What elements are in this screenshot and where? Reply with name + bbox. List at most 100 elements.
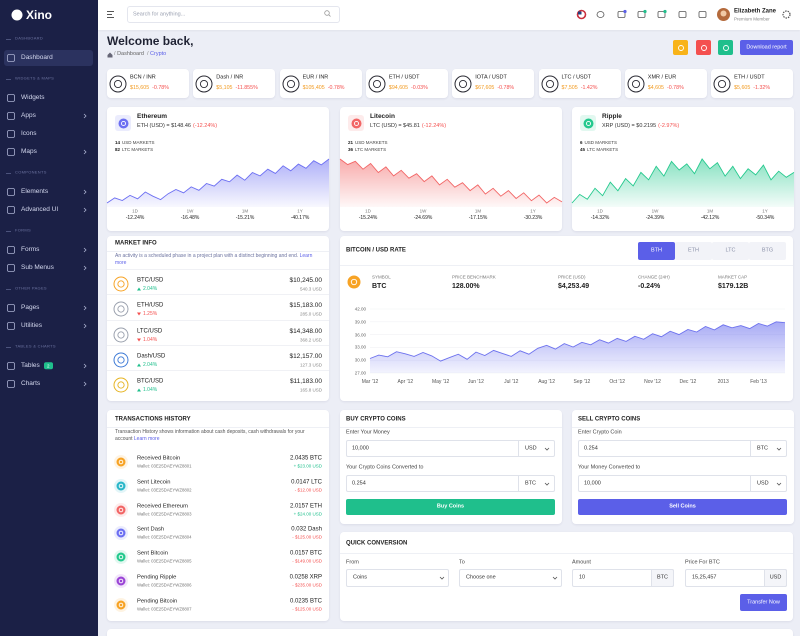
- transfer-button[interactable]: [740, 594, 787, 611]
- ticker-change: -0.78%: [327, 85, 345, 91]
- sell-button[interactable]: [578, 499, 787, 515]
- sidebar-item[interactable]: Elements: [21, 188, 49, 196]
- coin-icon: [113, 377, 129, 393]
- coin-quote-text: ETH (USD) = $148.46: [137, 122, 191, 129]
- rate-tab[interactable]: [638, 242, 675, 260]
- input[interactable]: [578, 440, 787, 457]
- period-change: -12.24%: [125, 215, 145, 221]
- button-icon: [722, 44, 729, 51]
- chevron: [776, 482, 782, 486]
- market-volume: 127.3 USD: [299, 362, 322, 368]
- period-label: 1Y: [530, 208, 536, 214]
- stat-value: -0.24%: [638, 282, 661, 290]
- input-value: Coins: [353, 574, 368, 581]
- header-icon[interactable]: [637, 9, 647, 19]
- sidebar-item[interactable]: Dashboard: [21, 54, 53, 62]
- chevron-path: [83, 381, 87, 387]
- header-icon[interactable]: [678, 10, 687, 19]
- sidebar-item[interactable]: Pages: [21, 304, 40, 312]
- chevron-path: [552, 576, 558, 580]
- sidebar: [0, 0, 98, 636]
- coin-quote: XRP (USD) = $0.2195 (-2.97%): [602, 123, 782, 131]
- coin-ring: [11, 9, 23, 21]
- coin-glyph: [118, 554, 124, 560]
- coin-icon: [195, 75, 213, 92]
- ticker-values: $4,605 -0.78%: [648, 85, 706, 93]
- sidebar-item[interactable]: Sub Menus: [21, 264, 54, 272]
- buy-button[interactable]: [346, 499, 555, 515]
- market-volume: 285.0 USD: [299, 311, 322, 317]
- coin-glyph: [117, 356, 125, 364]
- tx-wallet: Wallet: 03E25DAEYWZ8806: [137, 582, 192, 588]
- field-label: To: [459, 559, 465, 566]
- coin-glyph: [118, 578, 124, 584]
- unit-select[interactable]: USD: [757, 480, 769, 487]
- user-name: Elizabeth Zane: [734, 8, 777, 15]
- y-tick-label: 36.00: [354, 331, 366, 337]
- coin-glyph: [117, 280, 125, 288]
- coin-ring: [282, 75, 300, 92]
- ticker-change: -0.78%: [667, 85, 684, 91]
- card-title: TRANSACTIONS HISTORY: [115, 416, 191, 423]
- addon-label: BTC: [657, 574, 668, 581]
- input[interactable]: [346, 569, 449, 587]
- period-label: 1Y: [297, 208, 303, 214]
- section-rule: [6, 173, 11, 174]
- rate-tab[interactable]: [675, 242, 712, 260]
- sidebar-item[interactable]: Icons: [21, 130, 37, 138]
- rate-tab[interactable]: [749, 242, 786, 260]
- action-button[interactable]: [673, 40, 688, 55]
- unit-select[interactable]: BTC: [525, 480, 536, 487]
- header-icon[interactable]: [657, 9, 667, 19]
- stat-value: 128.00%: [452, 282, 480, 290]
- header-icon[interactable]: [698, 10, 707, 19]
- menu-icon-shape: [7, 380, 15, 388]
- ticker-price: $94,605: [388, 85, 409, 91]
- settings-icon[interactable]: [782, 10, 791, 19]
- x-tick-label: Apr '12: [397, 379, 414, 385]
- ticker-values: $15,605 -0.78%: [130, 85, 188, 93]
- coin-icon: [113, 327, 129, 343]
- input[interactable]: [578, 475, 787, 492]
- coin-glyph: [118, 531, 124, 536]
- market-description: An activity is a scheduled phase in a pr…: [115, 253, 320, 267]
- chevron: [544, 447, 550, 451]
- tx-usd: - $125.00 USD: [292, 534, 322, 540]
- unit-select[interactable]: USD: [525, 445, 537, 452]
- header-icon[interactable]: [576, 9, 587, 20]
- input[interactable]: [459, 569, 562, 587]
- action-button[interactable]: [696, 40, 711, 55]
- input[interactable]: [346, 440, 555, 457]
- coin-ring: [116, 457, 126, 467]
- sidebar-item[interactable]: Maps: [21, 148, 37, 156]
- tx-name: Sent Litecoin: [137, 479, 171, 486]
- sidebar-item[interactable]: Advanced UI: [21, 206, 59, 214]
- input[interactable]: [346, 475, 555, 492]
- sidebar-item[interactable]: Widgets: [21, 94, 45, 102]
- sidebar-section-title: WIDGETS & MAPS: [15, 75, 55, 81]
- coin-ring: [627, 75, 645, 92]
- sidebar-item[interactable]: Utilities: [21, 322, 42, 330]
- rule: [6, 39, 11, 40]
- download-button[interactable]: [740, 40, 793, 55]
- market-label: LTC MARKETS: [355, 147, 387, 152]
- sidebar-item[interactable]: Charts: [21, 380, 41, 388]
- sidebar-item[interactable]: Apps: [21, 112, 36, 120]
- search-box[interactable]: [127, 6, 340, 23]
- arrow: [137, 363, 141, 367]
- download-label: Download report: [746, 44, 787, 51]
- sidebar-item[interactable]: Forms: [21, 246, 40, 254]
- header-icon[interactable]: [596, 10, 605, 19]
- arrow: [137, 388, 141, 392]
- rate-tab[interactable]: [712, 242, 749, 260]
- icon-shape: [657, 11, 666, 18]
- input-separator: [750, 475, 751, 492]
- chevron-path: [776, 482, 782, 486]
- header-icon[interactable]: [617, 9, 627, 19]
- sidebar-item[interactable]: Tables: [21, 362, 40, 370]
- action-button[interactable]: [718, 40, 733, 55]
- coin-card: [107, 107, 329, 231]
- tx-usd: - $235.00 USD: [292, 582, 322, 588]
- unit-select[interactable]: BTC: [757, 445, 768, 452]
